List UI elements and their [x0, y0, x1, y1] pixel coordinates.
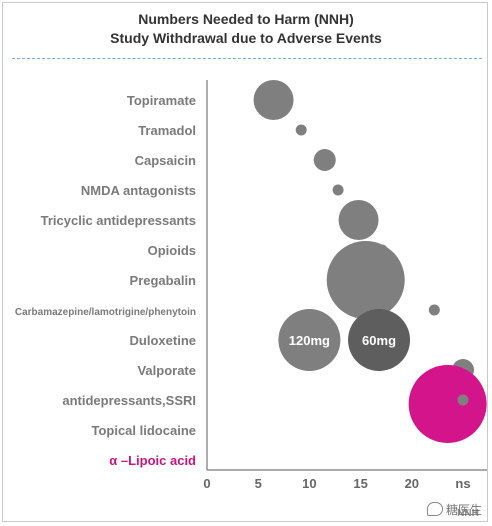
bubble-point: [428, 304, 440, 316]
bubble-point: [326, 241, 405, 319]
category-label: Tramadol: [138, 123, 196, 138]
category-label: NMDA antagonists: [81, 183, 196, 198]
title-divider: [12, 58, 482, 59]
wechat-icon: [426, 502, 443, 516]
chart-subtitle: Study Withdrawal due to Adverse Events: [110, 30, 382, 46]
chart-title: Numbers Needed to Harm (NNH): [138, 11, 354, 27]
bubble-label: 60mg: [362, 333, 396, 348]
chart-frame: [2, 2, 488, 522]
x-tick-label: 0: [203, 476, 210, 491]
bubble-point: [295, 124, 307, 136]
category-label: Topiramate: [127, 93, 196, 108]
category-label: Pregabalin: [130, 273, 197, 288]
bubble-label: 120mg: [289, 333, 330, 348]
category-label: Capsaicin: [135, 153, 196, 168]
x-tick-label: 10: [302, 476, 316, 491]
category-label: Carbamazepine/lamotrigine/phenytoin: [15, 307, 196, 318]
watermark: 糖医生: [426, 501, 482, 518]
x-tick-label: ns: [455, 476, 470, 491]
bubble-point: [332, 184, 344, 196]
bubble-point: [338, 200, 379, 240]
bubble-point: [348, 309, 411, 371]
bubble-point: [253, 80, 294, 120]
bubble-point: [408, 365, 487, 443]
category-label: Valporate: [137, 363, 196, 378]
x-tick-label: 15: [353, 476, 367, 491]
watermark-text: 糖医生: [445, 503, 482, 517]
category-label: Topical lidocaine: [91, 423, 196, 438]
x-tick-label: 5: [255, 476, 262, 491]
chart-title-block: Numbers Needed to Harm (NNH) Study Withd…: [0, 10, 492, 48]
category-label: α –Lipoic acid: [109, 453, 196, 468]
bubble-point: [457, 394, 469, 406]
category-label: Opioids: [148, 243, 196, 258]
x-tick-label: 20: [405, 476, 419, 491]
bubble-point: [278, 309, 341, 371]
bubble-point: [313, 149, 336, 171]
category-label: Duloxetine: [130, 333, 196, 348]
category-label: Tricyclic antidepressants: [41, 213, 196, 228]
category-label: antidepressants,SSRI: [62, 393, 196, 408]
x-axis-annotation: NNH: [457, 508, 479, 519]
